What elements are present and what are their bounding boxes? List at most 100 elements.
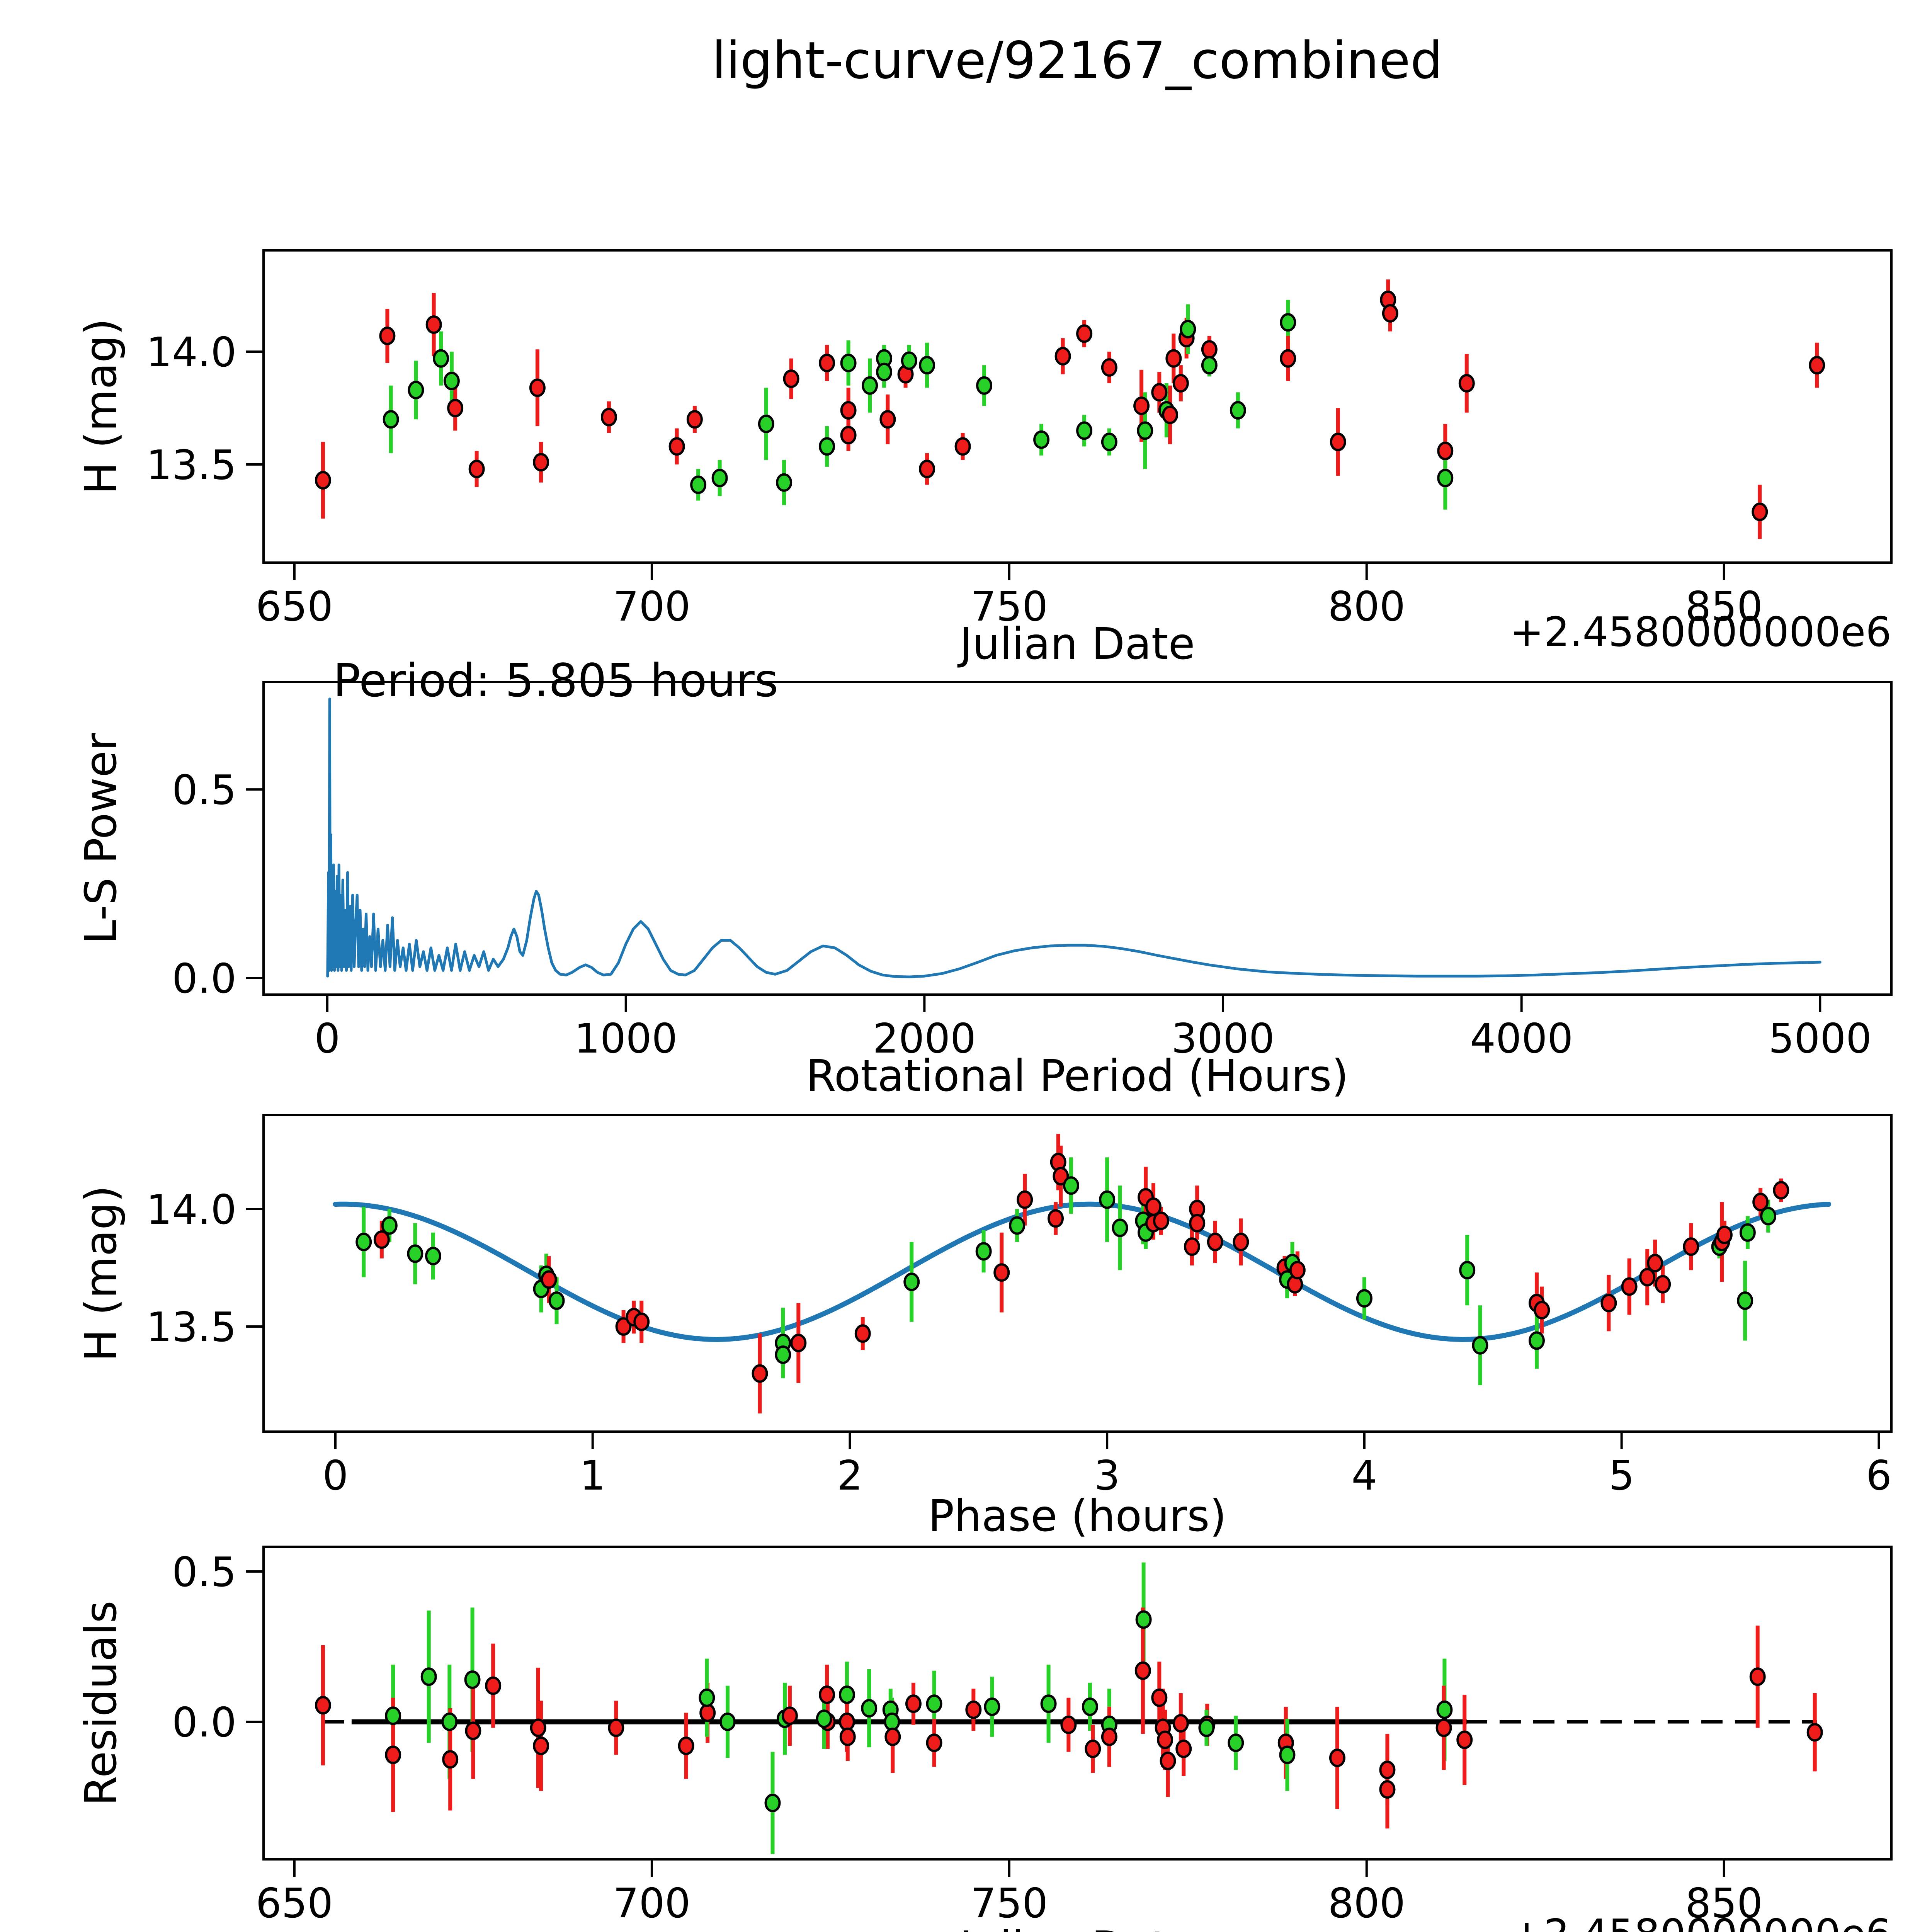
- fit-curve: [333, 1201, 1832, 1342]
- data-point: [1600, 1294, 1617, 1313]
- data-point: [1716, 1225, 1733, 1244]
- data-point: [711, 469, 728, 488]
- data-point: [1076, 324, 1093, 343]
- data-point: [1175, 1739, 1192, 1758]
- plot4-yaxis-label: Residuals: [76, 1600, 126, 1806]
- data-point: [690, 475, 707, 494]
- data-point: [678, 1736, 694, 1755]
- data-point: [1233, 1233, 1249, 1252]
- data-point: [1033, 430, 1050, 449]
- data-point: [1806, 1723, 1823, 1742]
- x-tick-label: 4000: [1470, 1015, 1573, 1062]
- subplot-phased_lightcurve: 0 1 2 3 4 5 6 14.0 13.5: [146, 1114, 1893, 1499]
- data-point: [383, 410, 399, 429]
- y-tick-label: 0.5: [172, 1549, 236, 1596]
- data-point: [373, 1230, 390, 1249]
- y-tick-label: 0.5: [172, 767, 236, 814]
- data-point: [884, 1727, 901, 1746]
- data-point: [530, 1718, 546, 1737]
- data-point: [1330, 432, 1346, 451]
- data-point: [315, 1696, 331, 1715]
- data-point: [407, 1244, 423, 1263]
- x-tick-label: 650: [256, 583, 333, 630]
- data-point: [1184, 1237, 1200, 1256]
- data-point: [1737, 1291, 1753, 1310]
- data-point: [1189, 1214, 1206, 1233]
- data-point: [719, 1712, 736, 1731]
- x-tick-label: 0: [315, 1015, 340, 1062]
- figure-title: light-curve/92167_combined: [712, 31, 1442, 90]
- data-point: [1137, 421, 1153, 440]
- data-point: [854, 1324, 871, 1343]
- data-point: [1160, 1752, 1176, 1770]
- plot4-xaxis-label: Julian Date: [957, 1922, 1195, 1932]
- data-point: [1356, 1289, 1372, 1308]
- data-point: [1230, 401, 1246, 420]
- data-point: [1458, 374, 1475, 393]
- data-point: [608, 1718, 624, 1737]
- data-point: [1099, 1190, 1116, 1209]
- data-point: [1172, 374, 1189, 393]
- data-point: [465, 1721, 481, 1740]
- data-point: [633, 1312, 650, 1331]
- data-point: [442, 1750, 459, 1769]
- data-point: [1153, 1211, 1169, 1230]
- x-tick-label: 750: [971, 583, 1048, 630]
- data-point: [926, 1733, 942, 1752]
- data-point: [775, 1345, 791, 1364]
- data-point: [783, 369, 799, 388]
- data-point: [600, 408, 617, 427]
- data-point: [1162, 405, 1179, 424]
- data-point: [1135, 1610, 1152, 1629]
- data-point: [1639, 1268, 1656, 1287]
- plot3-yaxis-label: H (mag): [76, 1185, 126, 1362]
- data-point: [838, 1712, 855, 1731]
- data-point: [758, 414, 774, 433]
- y-tick-label: 0.0: [172, 955, 236, 1002]
- data-point: [1133, 396, 1150, 415]
- subplot-jd_lightcurve: 650 700 750 800 850 14.0 13.5: [146, 249, 1893, 630]
- data-point: [879, 410, 896, 429]
- data-point: [485, 1676, 502, 1695]
- y-tick-label: 0.0: [172, 1699, 236, 1746]
- data-point: [984, 1697, 1000, 1716]
- data-point: [355, 1233, 372, 1252]
- data-point: [1009, 1216, 1026, 1235]
- data-point: [1749, 1667, 1766, 1686]
- data-point: [1437, 442, 1454, 461]
- x-tick-label: 2: [837, 1452, 863, 1499]
- plot2-xaxis-label: Rotational Period (Hours): [806, 1051, 1349, 1101]
- data-point: [443, 372, 460, 391]
- data-point: [819, 1685, 835, 1704]
- data-point: [976, 376, 993, 395]
- period-annotation: Period: 5.805 hours: [333, 654, 778, 707]
- data-point: [1151, 1688, 1168, 1707]
- data-point: [1739, 1223, 1756, 1242]
- x-tick-label: 3: [1094, 1452, 1120, 1499]
- data-point: [447, 399, 464, 418]
- data-point: [408, 381, 424, 400]
- data-point: [1134, 1661, 1151, 1680]
- data-point: [1379, 1780, 1396, 1799]
- axes-spine: [262, 1114, 1893, 1433]
- data-point: [919, 459, 935, 478]
- data-point: [1437, 469, 1454, 488]
- data-point: [1459, 1261, 1476, 1280]
- data-point: [529, 378, 546, 397]
- data-point: [533, 1736, 549, 1755]
- x-tick-label: 800: [1328, 1880, 1405, 1927]
- data-point: [876, 362, 893, 381]
- data-point: [468, 459, 485, 478]
- data-point: [1082, 1697, 1098, 1716]
- x-tick-label: 650: [256, 1880, 333, 1927]
- data-point: [1076, 421, 1093, 440]
- data-point: [905, 1694, 922, 1713]
- data-point: [790, 1333, 807, 1352]
- data-point: [1060, 1715, 1077, 1734]
- data-point: [839, 1727, 856, 1746]
- data-point: [541, 1270, 557, 1289]
- data-point: [1040, 1694, 1057, 1713]
- x-tick-label: 750: [971, 1880, 1048, 1927]
- data-point: [1101, 432, 1117, 451]
